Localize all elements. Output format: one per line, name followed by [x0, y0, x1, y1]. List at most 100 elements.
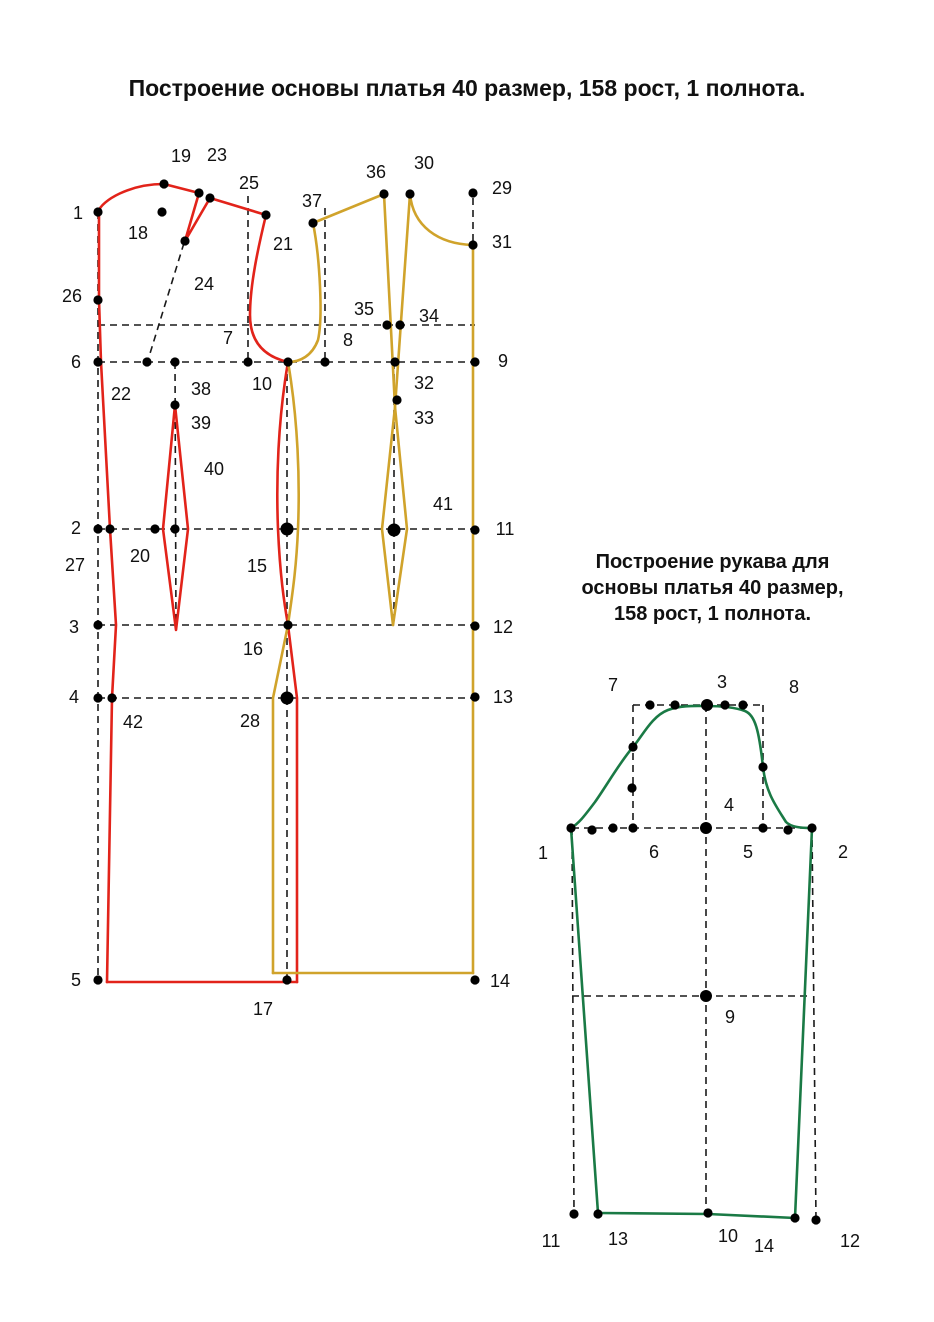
sleeve-point-dot — [720, 700, 730, 710]
dress-point-dot — [170, 357, 180, 367]
sleeve-construction-line — [571, 827, 575, 1215]
dress-point-label: 30 — [414, 153, 434, 173]
dress-point-label: 22 — [111, 384, 131, 404]
dress-point-dot — [159, 179, 169, 189]
dress-point-dot — [280, 691, 294, 705]
front-side-seam — [271, 360, 300, 975]
dress-point-dot — [170, 524, 180, 534]
sleeve-wrist — [596, 1211, 797, 1220]
dress-point-dot — [379, 189, 389, 199]
back-center-seam — [97, 210, 118, 984]
dress-point-dot — [283, 620, 293, 630]
dress-point-dot — [470, 621, 480, 631]
dress-point-dot — [320, 357, 330, 367]
front-chest-dart-a — [382, 192, 409, 627]
dress-point-dot — [93, 295, 103, 305]
dress-point-label: 11 — [496, 519, 515, 539]
sleeve-point-dot — [700, 990, 712, 1002]
dress-point-dot — [194, 188, 204, 198]
dress-point-dot — [142, 357, 152, 367]
dress-point-label: 40 — [204, 459, 224, 479]
dress-point-label: 12 — [493, 617, 513, 637]
sleeve-cap — [569, 704, 814, 830]
dress-point-label: 3 — [69, 617, 79, 637]
dress-point-label: 6 — [71, 352, 81, 372]
sleeve-point-dot — [783, 825, 793, 835]
sleeve-point-dot — [790, 1213, 800, 1223]
dress-point-dot — [157, 207, 167, 217]
sleeve-point-dot — [628, 742, 638, 752]
sleeve-point-dot — [569, 1209, 579, 1219]
dress-point-label: 35 — [354, 299, 374, 319]
dress-point-dot — [470, 975, 480, 985]
sleeve-point-label: 14 — [754, 1236, 774, 1256]
front-shoulder — [311, 192, 386, 225]
sleeve-point-dot — [758, 823, 768, 833]
dress-point-label: 27 — [65, 555, 85, 575]
dress-point-dot — [283, 357, 293, 367]
sleeve-point-dot — [593, 1209, 603, 1219]
dress-point-dot — [180, 236, 190, 246]
dress-point-dot — [243, 357, 253, 367]
dress-point-label: 10 — [252, 374, 272, 394]
dress-point-dot — [280, 522, 294, 536]
dress-point-dot — [93, 975, 103, 985]
dress-pattern-title: Построение основы платья 40 размер, 158 … — [128, 75, 806, 101]
dress-point-label: 20 — [130, 546, 150, 566]
dress-point-dot — [170, 400, 180, 410]
dress-point-label: 23 — [207, 145, 227, 165]
dress-point-dot — [150, 524, 160, 534]
dress-point-label: 25 — [239, 173, 259, 193]
dress-point-label: 39 — [191, 413, 211, 433]
dress-construction-line — [147, 242, 185, 361]
dress-construction-line — [174, 361, 177, 631]
front-armhole — [286, 221, 322, 364]
dress-point-label: 38 — [191, 379, 211, 399]
sleeve-point-label: 8 — [789, 677, 799, 697]
sleeve-right-seam — [793, 826, 814, 1220]
sleeve-point-label: 6 — [649, 842, 659, 862]
dress-point-label: 18 — [128, 223, 148, 243]
dress-point-dot — [392, 395, 402, 405]
dress-point-label: 15 — [247, 556, 267, 576]
sleeve-construction-line — [811, 827, 817, 1221]
back-side-seam — [276, 360, 299, 984]
dress-point-label: 28 — [240, 711, 260, 731]
sleeve-point-dot — [811, 1215, 821, 1225]
sleeve-point-dot — [645, 700, 655, 710]
dress-point-dot — [205, 193, 215, 203]
dress-point-label: 41 — [433, 494, 453, 514]
dress-point-dot — [261, 210, 271, 220]
sleeve-point-label: 3 — [717, 672, 727, 692]
dress-point-dot — [93, 620, 103, 630]
front-neck — [408, 192, 475, 247]
sleeve-point-dot — [587, 825, 597, 835]
dress-point-dot — [382, 320, 392, 330]
sleeve-point-label: 10 — [718, 1226, 738, 1246]
sleeve-point-label: 7 — [608, 675, 618, 695]
dress-point-label: 14 — [490, 971, 510, 991]
dress-point-label: 2 — [71, 518, 81, 538]
dress-point-label: 36 — [366, 162, 386, 182]
dress-point-label: 24 — [194, 274, 214, 294]
dress-point-label: 9 — [498, 351, 508, 371]
dress-point-label: 16 — [243, 639, 263, 659]
sleeve-point-label: 11 — [542, 1231, 561, 1251]
dress-point-label: 33 — [414, 408, 434, 428]
sleeve-left-seam — [569, 826, 600, 1215]
sleeve-point-dot — [700, 822, 712, 834]
sleeve-point-label: 2 — [838, 842, 848, 862]
dress-point-label: 29 — [492, 178, 512, 198]
sleeve-point-label: 5 — [743, 842, 753, 862]
dress-point-label: 13 — [493, 687, 513, 707]
dress-point-dot — [470, 357, 480, 367]
sleeve-point-dot — [628, 823, 638, 833]
dress-point-label: 5 — [71, 970, 81, 990]
sleeve-point-dot — [566, 823, 576, 833]
dress-point-label: 32 — [414, 373, 434, 393]
dress-point-dot — [390, 357, 400, 367]
dress-point-dot — [107, 693, 117, 703]
dress-point-dot — [93, 693, 103, 703]
